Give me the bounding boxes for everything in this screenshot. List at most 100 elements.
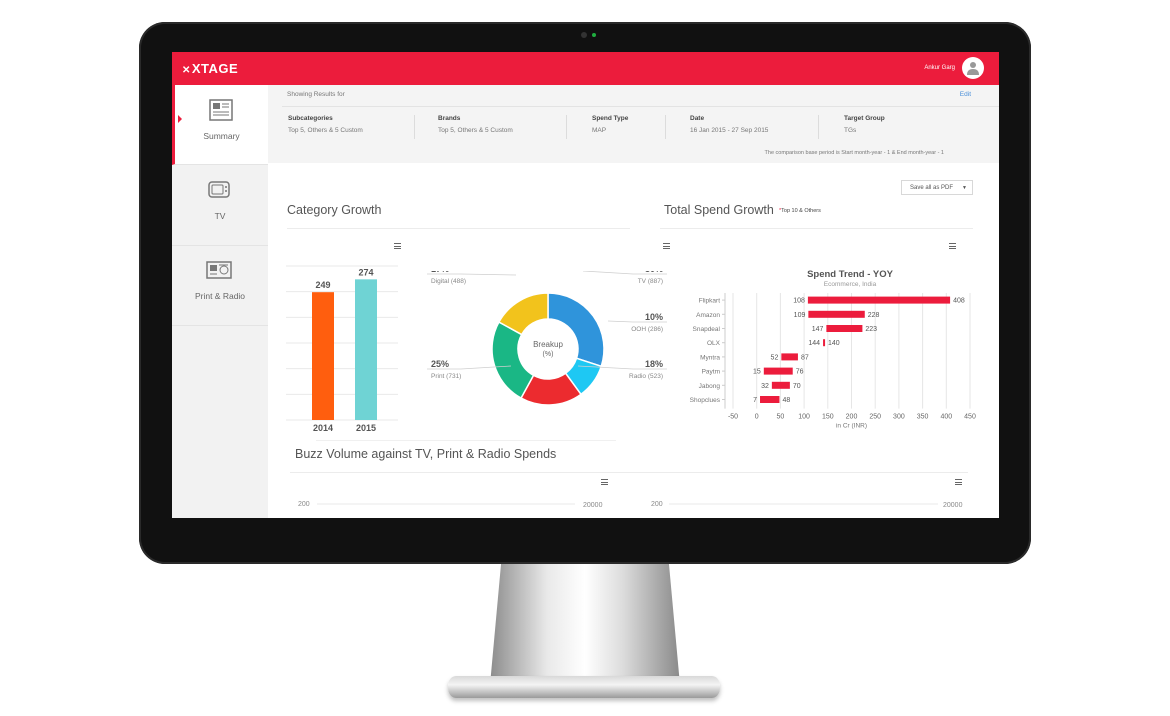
- leader-line: [577, 365, 667, 370]
- data-label: 70: [793, 383, 801, 390]
- donut-slice[interactable]: [491, 321, 535, 400]
- filter-target-group: Target Group TGs: [844, 115, 885, 134]
- showing-results-label: Showing Results for: [287, 91, 345, 98]
- app-logo[interactable]: ✕XTAGE: [182, 61, 239, 76]
- data-label: 48: [782, 397, 790, 404]
- save-pdf-dropdown[interactable]: Save all as PDF ▼: [901, 180, 973, 195]
- data-label: 15: [753, 369, 761, 376]
- leader-line: [582, 271, 667, 275]
- range-bar[interactable]: [826, 325, 863, 332]
- y-tick-label: Myntra: [700, 354, 720, 361]
- range-bar[interactable]: [763, 367, 793, 375]
- user-name[interactable]: Ankur Garg: [924, 65, 955, 71]
- x-tick-label: 2014: [313, 423, 333, 433]
- donut-slice[interactable]: [497, 292, 549, 336]
- donut-center-label: (%): [543, 351, 554, 358]
- range-bar[interactable]: [823, 339, 826, 347]
- slice-percent: 10%: [645, 312, 663, 322]
- camera-icon: [581, 32, 587, 38]
- y-axis-label: 200: [651, 501, 663, 508]
- x-tick-label: 100: [798, 414, 810, 421]
- data-label: 228: [868, 312, 880, 319]
- range-bar[interactable]: [771, 381, 790, 389]
- data-label: 87: [801, 354, 809, 361]
- y-tick-label: Amazon: [696, 312, 720, 319]
- caret-down-icon: ▼: [962, 185, 967, 191]
- chart-subtitle: Ecommerce, India: [824, 281, 877, 288]
- filter-spend-type: Spend Type MAP: [592, 115, 629, 134]
- sidebar: Summary TV Print & Radio: [172, 85, 268, 518]
- slice-percent: 30%: [645, 271, 663, 274]
- slice-label: TV (887): [638, 278, 663, 285]
- slice-percent: 18%: [645, 359, 663, 369]
- buzz-volume-chart: 200 20000 200 20000: [298, 501, 963, 509]
- slice-percent: 25%: [431, 359, 449, 369]
- data-label: 76: [796, 369, 804, 376]
- divider: [414, 115, 415, 139]
- chart-menu-icon[interactable]: [949, 243, 956, 251]
- leader-line: [427, 273, 517, 276]
- data-label: 108: [793, 298, 805, 305]
- range-bar[interactable]: [781, 353, 798, 361]
- user-icon: [967, 62, 979, 75]
- x-axis-label: in Cr (INR): [836, 423, 867, 430]
- sidebar-item-label: Print & Radio: [194, 291, 246, 301]
- divider: [290, 472, 968, 473]
- newspaper-icon: [209, 99, 233, 121]
- data-label: 223: [865, 326, 877, 333]
- sidebar-item-label: Summary: [203, 131, 240, 141]
- main-content: Save all as PDF ▼ Category Growth Total …: [268, 163, 999, 518]
- sidebar-item-tv[interactable]: TV: [172, 165, 268, 246]
- filter-date: Date 16 Jan 2015 - 27 Sep 2015: [690, 115, 769, 134]
- print-radio-icon: [206, 261, 232, 279]
- power-led: [592, 33, 596, 37]
- divider: [316, 440, 616, 441]
- donut-slice[interactable]: [547, 292, 605, 368]
- monitor-stand-neck: [490, 560, 680, 685]
- x-tick-label: 450: [964, 414, 976, 421]
- filter-brands: Brands Top 5, Others & 5 Custom: [438, 115, 513, 134]
- data-label: 7: [753, 397, 757, 404]
- comparison-note: The comparison base period is Start mont…: [764, 150, 944, 156]
- x-tick-label: 300: [893, 414, 905, 421]
- chart-menu-icon[interactable]: [663, 243, 670, 251]
- y-tick-label: Shopclues: [690, 397, 721, 404]
- x-tick-label: 250: [869, 414, 881, 421]
- y-tick-label: Jabong: [699, 383, 721, 390]
- x-tick-label: 50: [777, 414, 785, 421]
- chart-menu-icon[interactable]: [601, 479, 608, 487]
- filter-subcategories: Subcategories Top 5, Others & 5 Custom: [288, 115, 363, 134]
- slice-label: OOH (286): [631, 326, 663, 333]
- x-tick-label: 400: [940, 414, 952, 421]
- app-screen: ✕XTAGE Ankur Garg Summary: [172, 52, 999, 518]
- y-axis-label: 20000: [583, 502, 603, 509]
- sidebar-item-summary[interactable]: Summary: [172, 85, 268, 165]
- range-bar[interactable]: [760, 396, 780, 403]
- y-tick-label: Paytm: [702, 369, 720, 376]
- range-bar[interactable]: [807, 296, 951, 304]
- y-axis-label: 200: [298, 501, 310, 508]
- divider: [566, 115, 567, 139]
- buzz-volume-title: Buzz Volume against TV, Print & Radio Sp…: [295, 447, 557, 461]
- category-growth-title: Category Growth: [287, 203, 382, 217]
- edit-link[interactable]: Edit: [959, 91, 971, 98]
- sidebar-item-print-radio[interactable]: Print & Radio: [172, 245, 268, 326]
- x-tick-label: 350: [917, 414, 929, 421]
- leader-line: [607, 320, 667, 323]
- category-donut-chart: 30% TV (887) 10% OOH (286) 18% Radio (523) 25%…: [427, 271, 667, 406]
- data-label: 274: [358, 267, 373, 277]
- data-label: 140: [828, 340, 840, 347]
- avatar[interactable]: [962, 57, 984, 79]
- bar[interactable]: [312, 292, 334, 420]
- chart-menu-icon[interactable]: [394, 243, 401, 251]
- range-bar[interactable]: [808, 310, 865, 318]
- data-label: 147: [812, 326, 824, 333]
- divider: [660, 228, 973, 229]
- data-label: 408: [953, 298, 965, 305]
- chart-menu-icon[interactable]: [955, 479, 962, 487]
- donut-center-label: Breakup: [533, 340, 563, 349]
- divider: [818, 115, 819, 139]
- bar[interactable]: [355, 279, 377, 420]
- y-axis-label: 20000: [943, 502, 963, 509]
